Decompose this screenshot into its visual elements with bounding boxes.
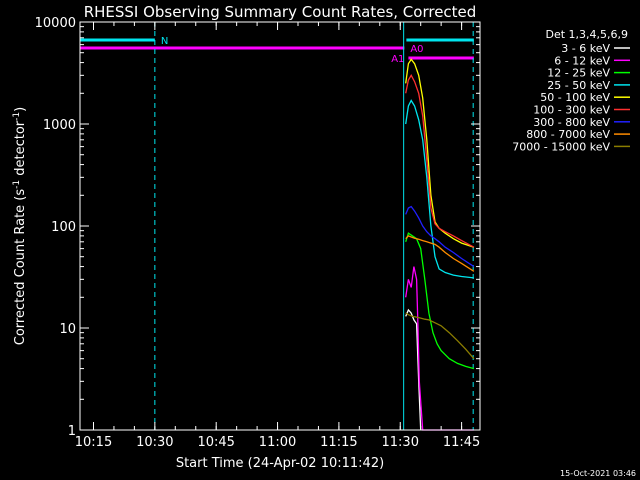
y-axis-label-sup1: -1 — [12, 180, 22, 189]
x-axis-label: Start Time (24-Apr-02 10:11:42) — [176, 456, 384, 471]
legend-label-12-25-kev: 12 - 25 keV — [547, 67, 610, 80]
x-tick-label: 11:45 — [443, 435, 480, 450]
legend-label-300-800-kev: 300 - 800 keV — [533, 116, 610, 129]
y-axis-label-tail: detector — [13, 120, 28, 180]
series-line-50-100-kev — [405, 58, 475, 248]
legend-title: Det 1,3,4,5,6,9 — [545, 28, 628, 41]
series-line-800-7000-kev — [405, 235, 475, 272]
chart-title: RHESSI Observing Summary Count Rates, Co… — [84, 3, 477, 21]
series-line-12-25-kev — [405, 232, 475, 370]
y-axis-label: Corrected Count Rate (s-1 detector-1) — [12, 107, 28, 345]
series-line-6-12-kev — [405, 266, 474, 431]
legend-label-800-7000-kev: 800 - 7000 keV — [526, 128, 610, 141]
x-tick-label: 11:30 — [382, 435, 419, 450]
flag-label-n: N — [161, 36, 168, 47]
flag-bars: N A0 A1 — [80, 36, 474, 65]
x-tick-label: 11:00 — [259, 435, 296, 450]
y-tick-label: 1 — [68, 424, 76, 439]
x-tick-label: 11:15 — [320, 435, 357, 450]
y-axis-label-sup2: -1 — [12, 112, 22, 121]
y-axis-label-close: ) — [13, 107, 28, 112]
legend-label-6-12-kev: 6 - 12 keV — [554, 54, 610, 67]
series-lines — [405, 58, 475, 431]
legend-label-50-100-kev: 50 - 100 keV — [540, 91, 610, 104]
legend-label-3-6-kev: 3 - 6 keV — [561, 42, 610, 55]
y-tick-label: 10 — [59, 322, 76, 337]
x-tick-label: 10:15 — [75, 435, 112, 450]
x-tick-label: 10:30 — [136, 435, 173, 450]
footer-date: 15-Oct-2021 03:46 — [560, 469, 636, 478]
y-tick-label: 10000 — [35, 16, 76, 31]
series-line-7000-15000-kev — [405, 312, 475, 360]
x-axis: 10:15 10:30 10:45 11:00 11:15 11:30 11:45 — [75, 22, 480, 450]
y-axis-label-main: Corrected Count Rate (s — [13, 189, 28, 346]
flag-label-a1: A1 — [391, 54, 404, 65]
legend-label-25-50-kev: 25 - 50 keV — [547, 79, 610, 92]
legend-label-100-300-kev: 100 - 300 keV — [533, 104, 610, 117]
y-tick-label: 100 — [51, 220, 76, 235]
legend-label-7000-15000-kev: 7000 - 15000 keV — [512, 140, 610, 153]
series-line-300-800-kev — [405, 205, 475, 268]
y-axis: 1 10 100 1000 10000 — [35, 16, 480, 439]
series-line-25-50-kev — [405, 99, 474, 279]
flag-label-a0: A0 — [410, 44, 423, 55]
y-tick-label: 1000 — [43, 118, 76, 133]
series-line-100-300-kev — [405, 73, 475, 248]
x-tick-label: 10:45 — [197, 435, 234, 450]
